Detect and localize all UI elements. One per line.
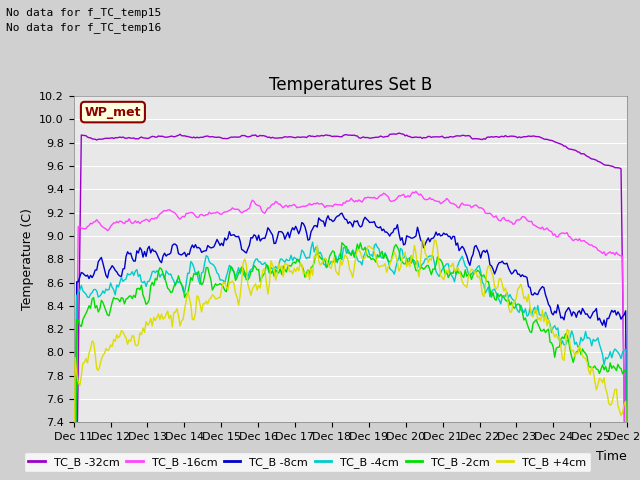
Text: No data for f_TC_temp15: No data for f_TC_temp15 — [6, 7, 162, 18]
Text: WP_met: WP_met — [84, 106, 141, 119]
Y-axis label: Temperature (C): Temperature (C) — [20, 208, 33, 310]
Title: Temperatures Set B: Temperatures Set B — [269, 76, 432, 95]
Text: No data for f_TC_temp16: No data for f_TC_temp16 — [6, 22, 162, 33]
Legend: TC_B -32cm, TC_B -16cm, TC_B -8cm, TC_B -4cm, TC_B -2cm, TC_B +4cm: TC_B -32cm, TC_B -16cm, TC_B -8cm, TC_B … — [24, 452, 591, 472]
Text: Time: Time — [596, 450, 627, 463]
